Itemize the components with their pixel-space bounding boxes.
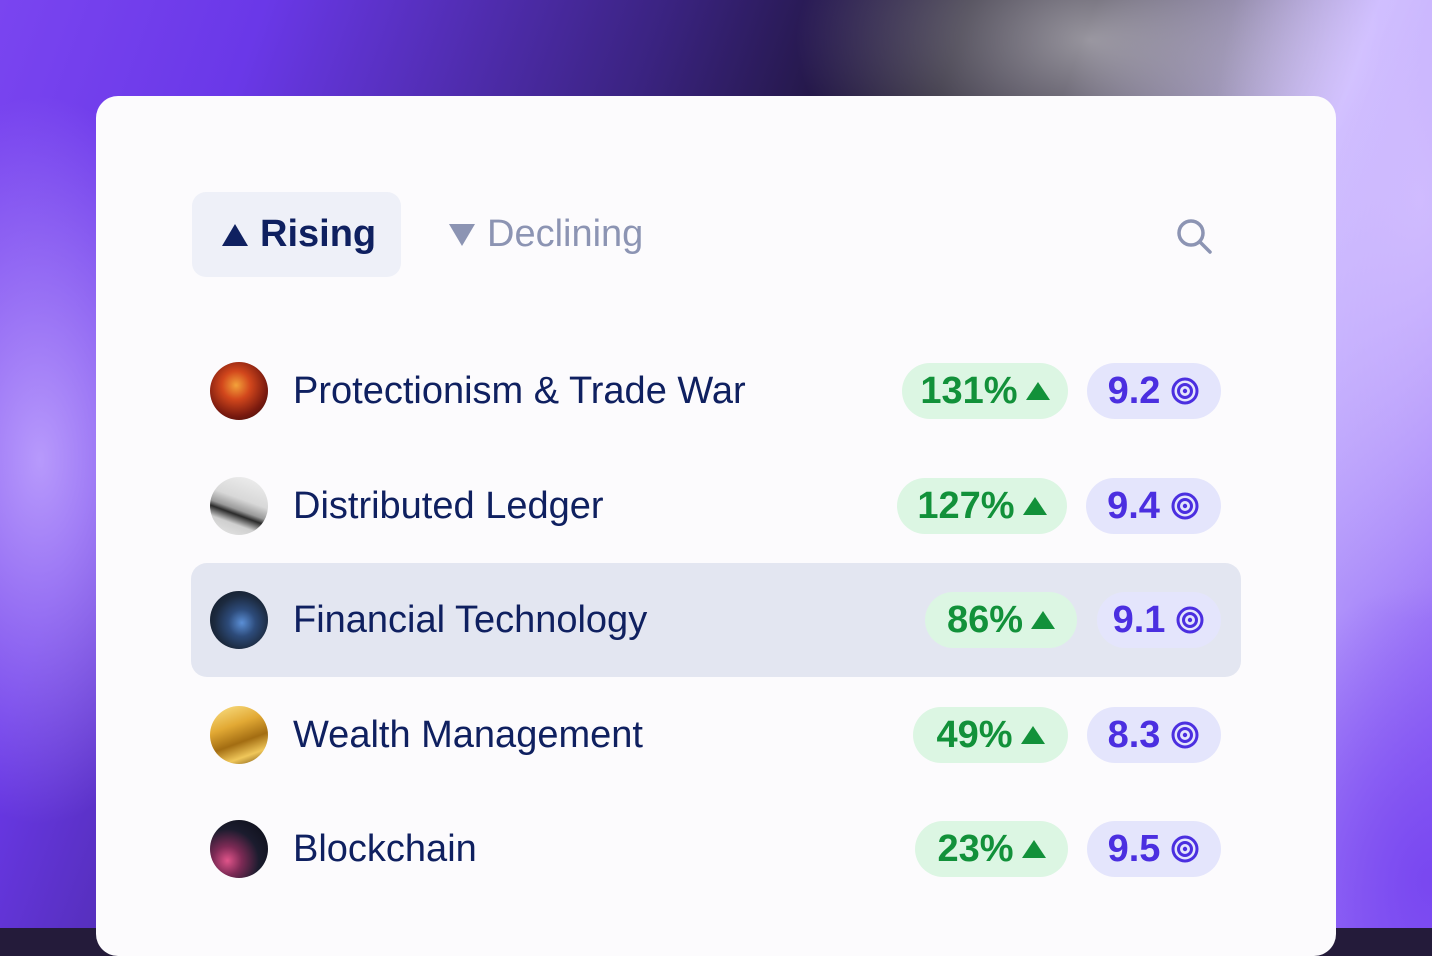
trend-tabs: Rising Declining [192, 192, 643, 277]
tab-rising-label: Rising [260, 213, 377, 255]
gold-bars-thumbnail [210, 706, 268, 764]
search-icon[interactable] [1174, 216, 1214, 256]
tab-rising[interactable]: Rising [192, 192, 401, 277]
score-value: 9.4 [1107, 484, 1160, 527]
arrow-up-icon [1025, 382, 1050, 400]
score-value: 9.2 [1107, 369, 1161, 412]
ledger-device-thumbnail [210, 477, 268, 535]
list-item-label: Distributed Ledger [293, 485, 604, 527]
list-item-selected[interactable]: Financial Technology 86% 9.1 [191, 563, 1241, 677]
score-value: 8.3 [1107, 713, 1161, 756]
change-badge: 23% [915, 821, 1068, 877]
change-badge: 49% [913, 707, 1068, 763]
score-value: 9.5 [1107, 827, 1161, 870]
score-badge: 9.5 [1087, 821, 1221, 877]
phone-app-thumbnail [210, 591, 268, 649]
change-badge: 86% [925, 592, 1077, 648]
change-value: 49% [936, 713, 1013, 756]
change-badge: 127% [897, 478, 1067, 534]
change-value: 131% [920, 369, 1018, 412]
triangle-up-icon [222, 223, 248, 246]
score-badge: 9.2 [1087, 363, 1221, 419]
target-icon [1176, 606, 1204, 634]
target-icon [1171, 835, 1199, 863]
list-item[interactable]: Distributed Ledger 127% 9.4 [191, 449, 1241, 563]
score-badge: 8.3 [1087, 707, 1221, 763]
list-item-label: Protectionism & Trade War [293, 370, 746, 412]
change-value: 127% [917, 484, 1015, 527]
network-nodes-thumbnail [210, 820, 268, 878]
change-value: 86% [946, 598, 1024, 641]
target-icon [1171, 721, 1199, 749]
change-value: 23% [937, 827, 1014, 870]
arrow-up-icon [1022, 497, 1047, 515]
trends-card: Rising Declining Protectionism & Trade W… [96, 96, 1336, 956]
score-badge: 9.1 [1097, 592, 1221, 648]
tab-declining[interactable]: Declining [449, 192, 643, 277]
list-item[interactable]: Blockchain 23% 9.5 [191, 792, 1241, 906]
list-item-label: Blockchain [293, 828, 477, 870]
score-badge: 9.4 [1086, 478, 1221, 534]
change-badge: 131% [902, 363, 1068, 419]
arrow-up-icon [1031, 611, 1056, 629]
target-icon [1171, 492, 1199, 520]
triangle-down-icon [449, 223, 475, 246]
arrow-up-icon [1021, 840, 1046, 858]
score-value: 9.1 [1112, 598, 1166, 641]
list-item-label: Wealth Management [293, 714, 643, 756]
target-icon [1171, 377, 1199, 405]
tab-declining-label: Declining [487, 213, 644, 255]
list-item-label: Financial Technology [293, 599, 648, 641]
list-item[interactable]: Wealth Management 49% 8.3 [191, 678, 1241, 792]
trade-war-thumbnail [210, 362, 268, 420]
list-item[interactable]: Protectionism & Trade War 131% 9.2 [191, 334, 1241, 448]
arrow-up-icon [1020, 726, 1045, 744]
